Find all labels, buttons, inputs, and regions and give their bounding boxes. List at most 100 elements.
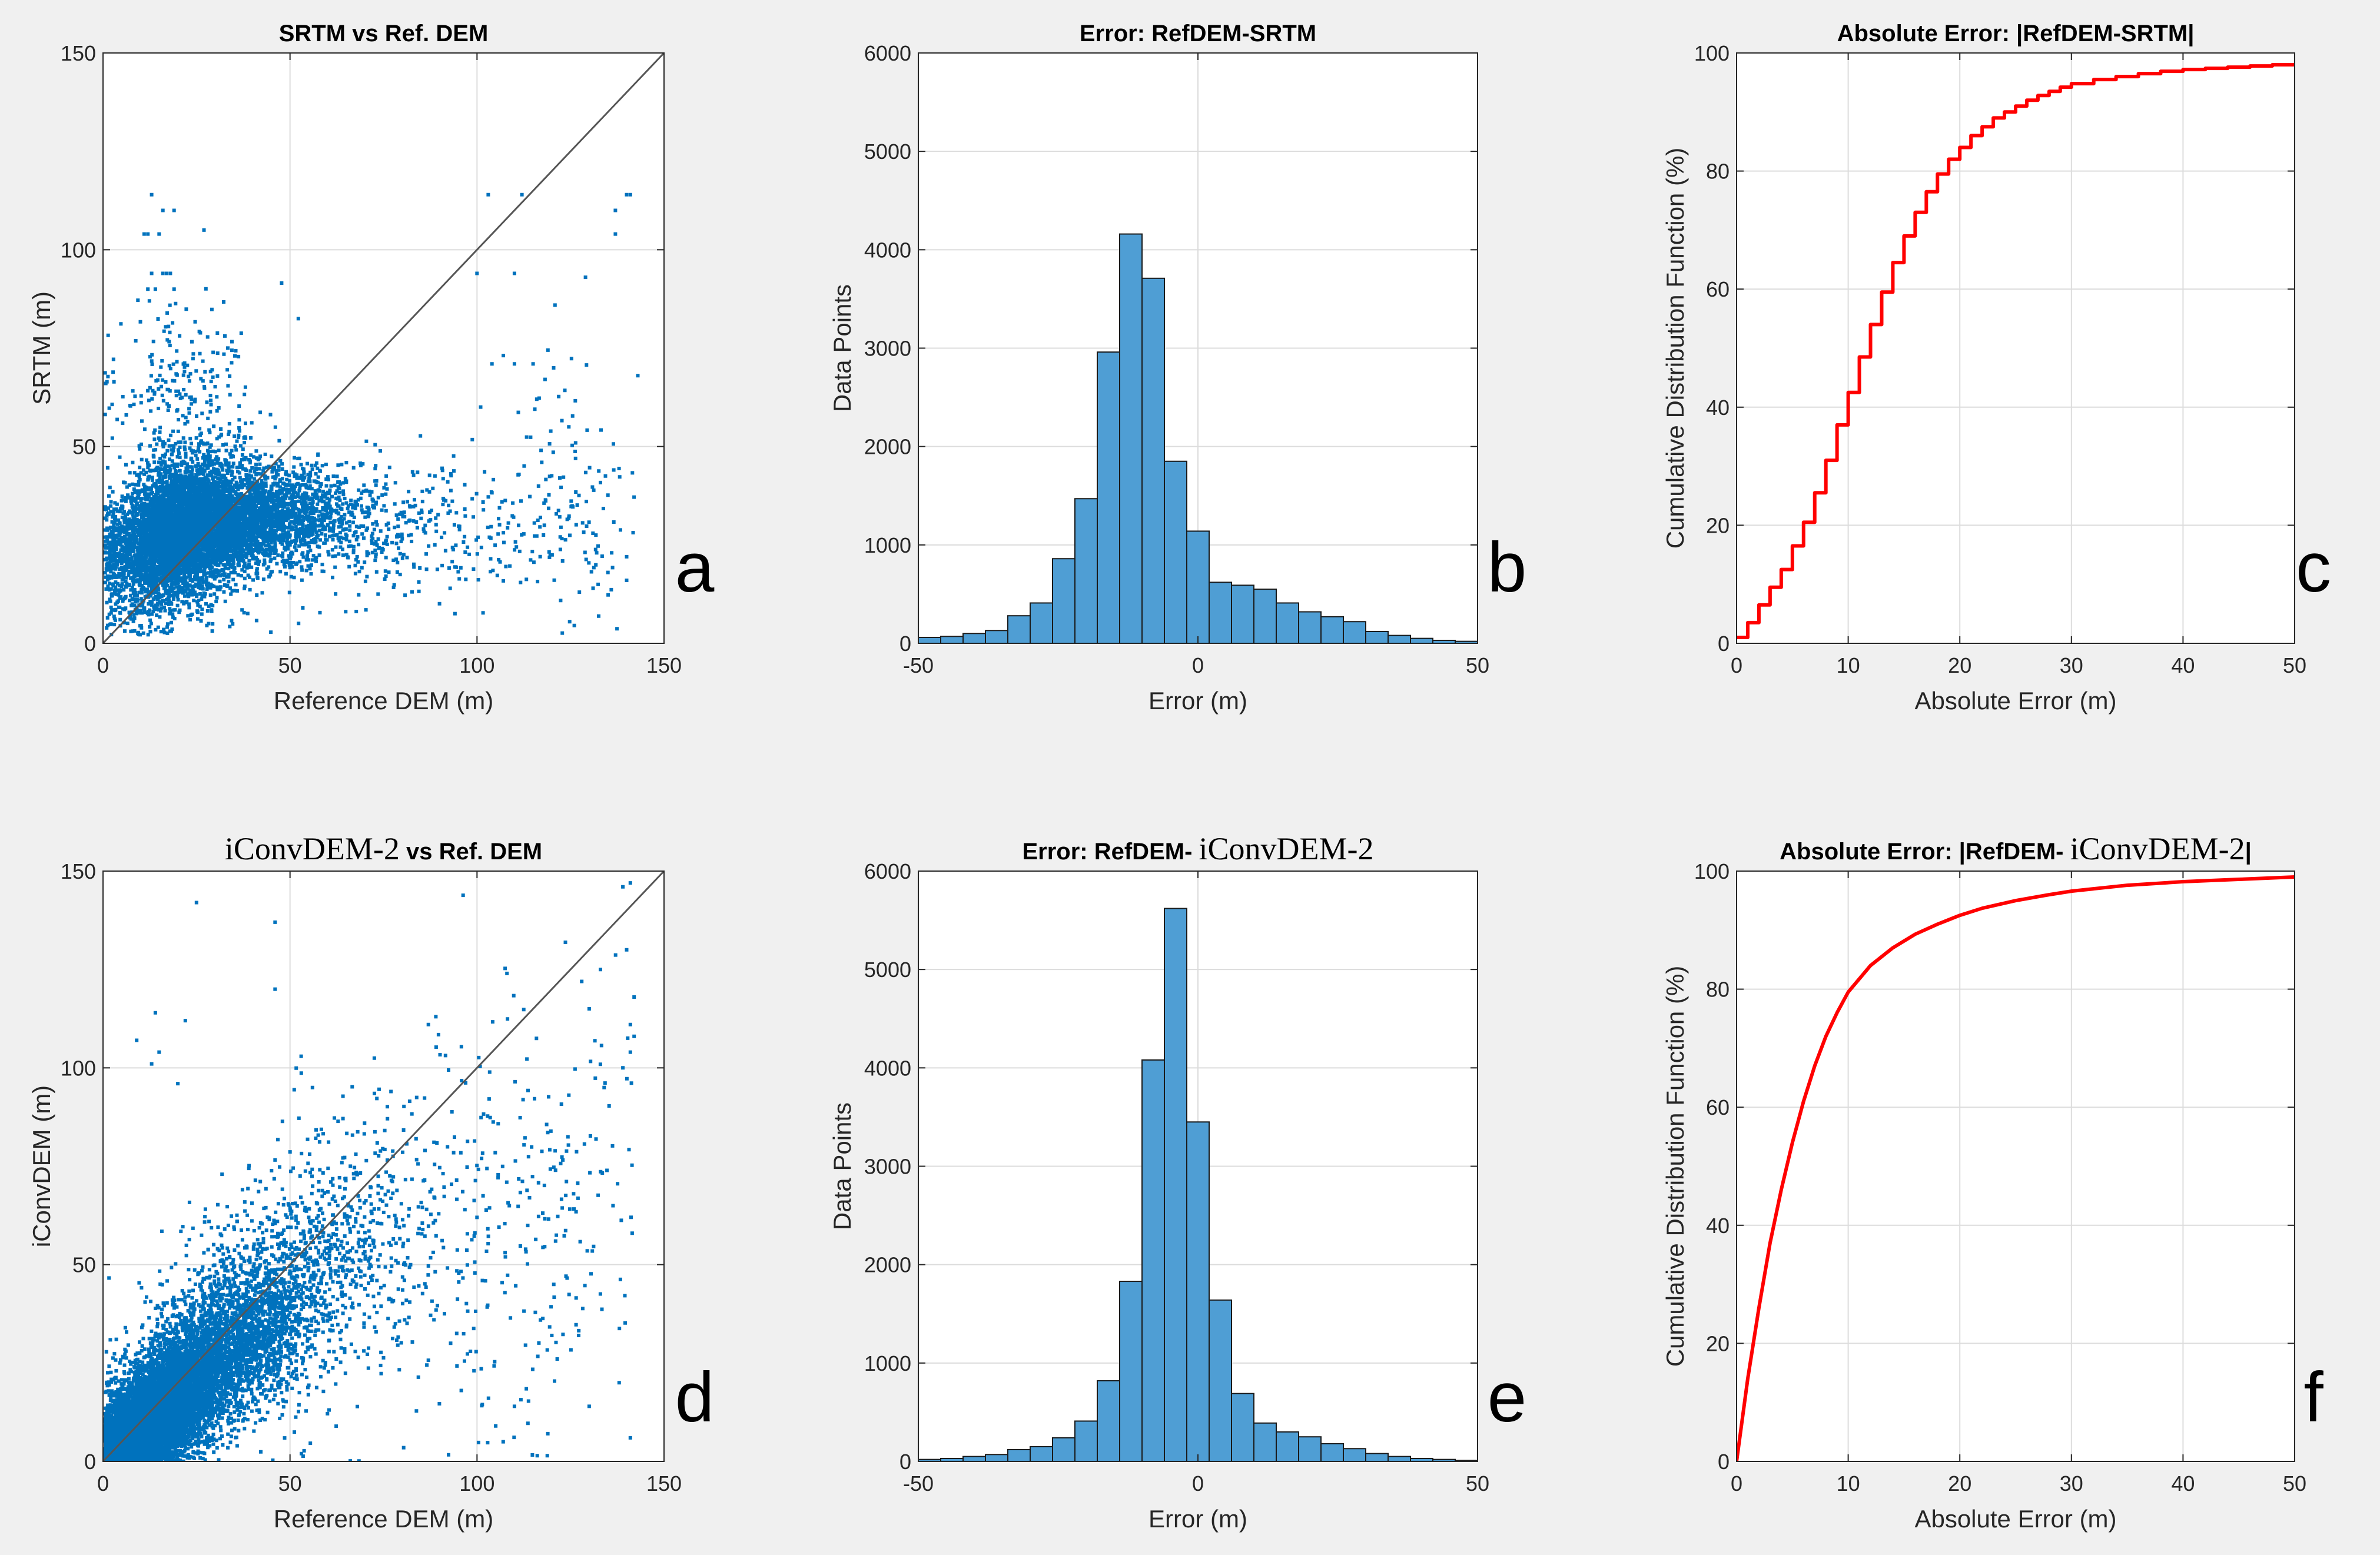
y-tick-label: 100 xyxy=(61,1056,96,1080)
y-axis-label: Data Points xyxy=(828,284,856,412)
y-axis-label: Cumulative Distribution Function (%) xyxy=(1661,148,1689,549)
y-tick-label: 5000 xyxy=(864,139,911,164)
x-tick-label: 10 xyxy=(1837,1471,1860,1496)
histogram-bar xyxy=(1052,558,1076,643)
y-tick-label: 0 xyxy=(899,632,911,656)
histogram-bar xyxy=(1343,621,1366,643)
y-tick-label: 100 xyxy=(1694,859,1730,883)
x-tick-label: 0 xyxy=(97,653,109,677)
y-tick-label: 1000 xyxy=(864,533,911,557)
panel-f: 0 10 20 30 40 50 0 20 40 60 80 100 Absolute Error (m… xyxy=(1661,831,2323,1533)
x-tick-label: 40 xyxy=(2171,653,2195,677)
histogram-bar xyxy=(1074,1420,1098,1461)
y-tick-label: 50 xyxy=(72,1253,96,1277)
panel-c: 0 10 20 30 40 50 0 20 40 60 80 100 Absolute Error (m… xyxy=(1661,21,2331,715)
data-layer xyxy=(1737,875,2295,1461)
x-axis-label: Error (m) xyxy=(1148,1505,1247,1533)
histogram-bar xyxy=(1074,498,1098,643)
histogram-bar xyxy=(940,636,964,643)
panel-letter: a xyxy=(675,528,715,607)
histogram-bar xyxy=(1141,277,1165,643)
x-axis-label: Reference DEM (m) xyxy=(274,1505,493,1533)
chart-title: Error: RefDEM- iConvDEM-2 xyxy=(1022,831,1373,866)
histogram-bar xyxy=(1119,233,1143,643)
y-tick-label: 4000 xyxy=(864,238,911,262)
y-tick-label: 60 xyxy=(1706,1095,1730,1119)
histogram-bar xyxy=(1186,530,1210,643)
y-tick-label: 0 xyxy=(84,632,96,656)
chart-title: Absolute Error: |RefDEM- iConvDEM-2| xyxy=(1780,831,2252,866)
y-tick-label: 0 xyxy=(84,1450,96,1474)
x-axis-label: Absolute Error (m) xyxy=(1914,687,2116,715)
x-tick-label: 50 xyxy=(278,1471,302,1496)
histogram-bar xyxy=(1097,1380,1120,1461)
histogram-bar xyxy=(1119,1281,1143,1461)
axes-frame xyxy=(102,52,665,644)
scatter-points xyxy=(103,192,640,637)
y-tick-label: 0 xyxy=(899,1450,911,1474)
y-tick-label: 2000 xyxy=(864,1253,911,1277)
histogram-bar xyxy=(962,633,986,643)
x-axis-label: Absolute Error (m) xyxy=(1914,1505,2116,1533)
histogram-bar xyxy=(1052,1437,1076,1461)
histogram-bar xyxy=(1298,1436,1322,1461)
identity-line xyxy=(103,871,664,1461)
histogram-bar xyxy=(1365,630,1389,643)
histogram-bar xyxy=(1209,1299,1232,1461)
x-tick-label: 20 xyxy=(1948,1471,1971,1496)
y-axis-label: SRTM (m) xyxy=(28,291,55,405)
panel-letter: f xyxy=(2303,1358,2323,1437)
histogram-bar xyxy=(1164,460,1187,643)
chart-title: Error: RefDEM-SRTM xyxy=(1080,21,1316,46)
y-tick-label: 50 xyxy=(72,435,96,459)
histogram-bar xyxy=(1320,616,1344,643)
data-layer xyxy=(918,233,1478,643)
data-layer xyxy=(103,53,664,643)
histogram-bar xyxy=(1298,611,1322,643)
cdf-line xyxy=(1737,875,2295,1461)
y-tick-label: 6000 xyxy=(864,41,911,65)
histogram-bar xyxy=(1276,1431,1299,1461)
chart-title: Absolute Error: |RefDEM-SRTM| xyxy=(1837,21,2195,46)
x-tick-label: 100 xyxy=(459,653,494,677)
x-tick-label: 20 xyxy=(1948,653,1971,677)
data-layer xyxy=(103,871,664,1461)
y-tick-label: 80 xyxy=(1706,978,1730,1002)
x-axis-label: Reference DEM (m) xyxy=(274,687,493,715)
histogram-bar xyxy=(1007,1448,1031,1461)
y-axis-label: iConvDEM (m) xyxy=(28,1085,55,1247)
y-tick-label: 100 xyxy=(61,238,96,262)
x-tick-label: -50 xyxy=(903,653,934,677)
histogram-bar xyxy=(1276,602,1299,643)
x-tick-label: 50 xyxy=(2283,653,2306,677)
y-tick-label: 150 xyxy=(61,41,96,65)
x-tick-label: 50 xyxy=(278,653,302,677)
x-tick-label: 0 xyxy=(97,1471,109,1496)
chart-title: iConvDEM-2 vs Ref. DEM xyxy=(225,831,542,866)
histogram-bar xyxy=(1097,351,1120,643)
data-layer xyxy=(918,908,1478,1461)
histogram-bar xyxy=(1030,1446,1053,1461)
plot-area xyxy=(1737,53,2295,643)
y-axis-label: Cumulative Distribution Function (%) xyxy=(1661,966,1689,1367)
y-tick-label: 2000 xyxy=(864,435,911,459)
y-tick-label: 80 xyxy=(1706,160,1730,184)
cdf-line xyxy=(1737,63,2295,639)
histogram-bar xyxy=(985,630,1008,643)
x-axis-label: Error (m) xyxy=(1148,687,1247,715)
histogram-bar xyxy=(985,1454,1008,1461)
histogram-bar xyxy=(1231,1393,1254,1461)
histogram-bar xyxy=(1164,908,1187,1461)
panel-a: 0 50 100 150 0 50 100 150 Reference DEM (m) SRTM … xyxy=(28,21,715,715)
x-tick-label: 50 xyxy=(1466,1471,1489,1496)
chart-title: SRTM vs Ref. DEM xyxy=(279,21,489,46)
axes-frame xyxy=(1736,52,2295,644)
x-tick-label: -50 xyxy=(903,1471,934,1496)
y-axis-label: Data Points xyxy=(828,1102,856,1230)
histogram-bar xyxy=(1231,584,1254,643)
x-tick-label: 150 xyxy=(646,653,682,677)
panel-letter: c xyxy=(2296,528,2331,607)
histogram-bar xyxy=(918,636,941,643)
histogram-bar xyxy=(1343,1448,1366,1461)
